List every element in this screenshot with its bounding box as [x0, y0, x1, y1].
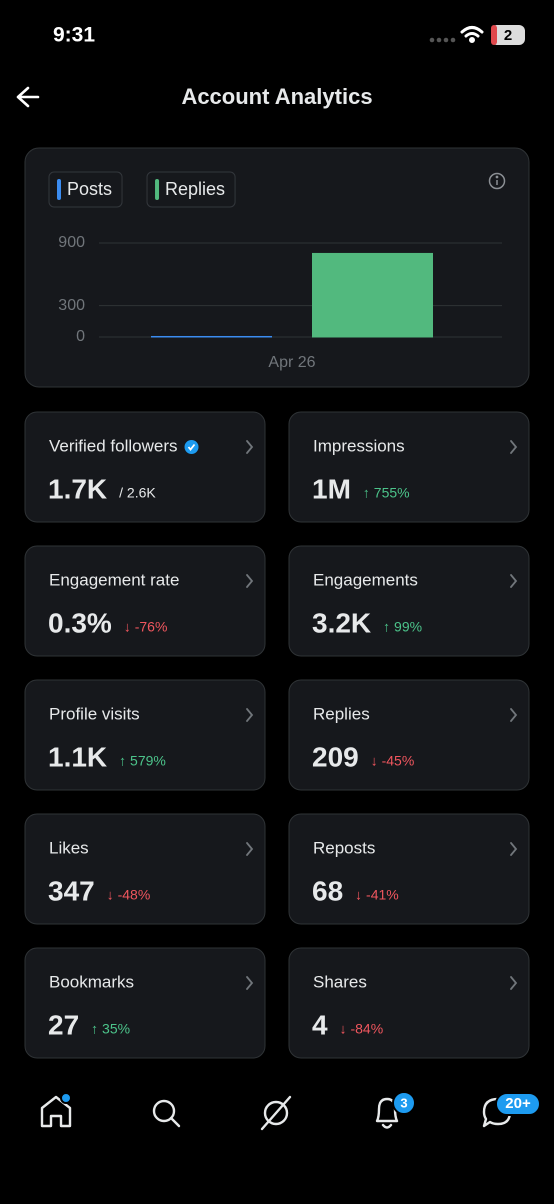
verified-check — [187, 443, 196, 451]
card-change: ↓ -45% — [371, 753, 415, 769]
card-change: ↑ 755% — [363, 485, 410, 501]
nav-grok[interactable] — [260, 1095, 292, 1131]
card-label: Reposts — [313, 838, 375, 857]
card-change: ↑ 579% — [119, 753, 166, 769]
chart: Posts Replies 0 300 900 Apr 26 — [48, 171, 502, 371]
stat-cards: Verified followers 1.7K / 2.6K Impressions 1… — [24, 411, 530, 1059]
card-bg — [288, 411, 530, 523]
stat-card[interactable]: Replies 209 ↓ -45% — [288, 679, 530, 791]
card-value: 1M — [312, 473, 351, 504]
back-button[interactable] — [16, 86, 40, 108]
bar — [151, 335, 272, 338]
chevron — [246, 708, 254, 722]
legend-item[interactable]: Replies — [146, 171, 236, 208]
wifi-icon — [460, 26, 484, 43]
status-time: 9:31 — [53, 24, 95, 47]
chevron — [510, 708, 518, 722]
legend-swatch — [57, 179, 61, 200]
y-tick-label: 300 — [58, 297, 85, 314]
chevron — [246, 440, 254, 454]
card-change: ↑ 99% — [383, 619, 422, 635]
battery — [491, 25, 525, 45]
card-bg — [288, 813, 530, 925]
chevron — [510, 440, 518, 454]
battery-text: 2 — [504, 27, 512, 44]
x-tick-label: Apr 26 — [268, 354, 315, 371]
stat-card[interactable]: Likes 347 ↓ -48% — [24, 813, 266, 925]
signal-dots — [429, 37, 456, 43]
stat-card[interactable]: Shares 4 ↓ -84% — [288, 947, 530, 1059]
legend-box — [48, 171, 123, 208]
card-bg — [288, 545, 530, 657]
card-value: 347 — [48, 875, 95, 906]
card-value: 3.2K — [312, 607, 371, 638]
nav-search[interactable] — [152, 1099, 181, 1128]
stat-card[interactable]: Bookmarks 27 ↑ 35% — [24, 947, 266, 1059]
y-tick-label: 0 — [76, 328, 85, 345]
legend-swatch — [155, 179, 160, 200]
page-title: Account Analytics — [181, 84, 372, 109]
card-label: Engagement rate — [49, 570, 179, 589]
nav-notifications[interactable] — [375, 1097, 399, 1129]
card-label: Replies — [313, 704, 370, 723]
info-icon[interactable] — [488, 172, 506, 190]
card-value: 0.3% — [48, 607, 112, 638]
card-bg — [24, 679, 266, 791]
messages-badge-text: 20+ — [505, 1095, 531, 1112]
stat-card[interactable]: Engagements 3.2K ↑ 99% — [288, 545, 530, 657]
card-change: ↓ -84% — [340, 1021, 384, 1037]
chevron — [246, 574, 254, 588]
card-bg — [288, 947, 530, 1059]
card-value: 68 — [312, 875, 343, 906]
card-label: Shares — [313, 972, 367, 991]
chevron — [510, 976, 518, 990]
card-change: ↓ -48% — [107, 887, 151, 903]
chevron — [246, 842, 254, 856]
card-label: Impressions — [313, 436, 405, 455]
card-label: Profile visits — [49, 704, 140, 723]
card-bg — [24, 545, 266, 657]
card-bg — [24, 411, 266, 523]
nav-home[interactable] — [40, 1095, 72, 1128]
stat-card[interactable]: Reposts 68 ↓ -41% — [288, 813, 530, 925]
card-value: 209 — [312, 741, 359, 772]
stat-card[interactable]: Profile visits 1.1K ↑ 579% — [24, 679, 266, 791]
chevron — [246, 976, 254, 990]
card-change: ↓ -76% — [124, 619, 168, 635]
stat-card[interactable]: Impressions 1M ↑ 755% — [288, 411, 530, 523]
legend-label: Replies — [165, 179, 225, 199]
card-change: ↑ 35% — [91, 1021, 130, 1037]
notification-badge-text: 3 — [400, 1095, 407, 1110]
stat-card[interactable]: Engagement rate 0.3% ↓ -76% — [24, 545, 266, 657]
card-label: Verified followers — [49, 436, 178, 455]
home-dot — [60, 1092, 72, 1104]
messages-badge — [495, 1092, 541, 1116]
card-value: 4 — [312, 1009, 328, 1040]
card-change: / 2.6K — [119, 485, 156, 501]
stat-card[interactable]: Verified followers 1.7K / 2.6K — [24, 411, 266, 523]
legend-box — [146, 171, 236, 208]
card-change: ↓ -41% — [355, 887, 399, 903]
legend-label: Posts — [67, 179, 112, 199]
card-label: Bookmarks — [49, 972, 134, 991]
legend-item[interactable]: Posts — [48, 171, 123, 208]
y-tick-label: 900 — [58, 234, 85, 251]
card-bg — [288, 679, 530, 791]
card-label: Likes — [49, 838, 89, 857]
card-value: 1.7K — [48, 473, 107, 504]
notification-badge — [392, 1091, 416, 1115]
card-bg — [24, 947, 266, 1059]
bar — [312, 252, 433, 338]
card-value: 27 — [48, 1009, 79, 1040]
card-value: 1.1K — [48, 741, 107, 772]
card-bg — [24, 813, 266, 925]
bottom-nav — [40, 1095, 512, 1131]
card-label: Engagements — [313, 570, 418, 589]
chevron — [510, 842, 518, 856]
battery-level — [491, 25, 497, 45]
chevron — [510, 574, 518, 588]
